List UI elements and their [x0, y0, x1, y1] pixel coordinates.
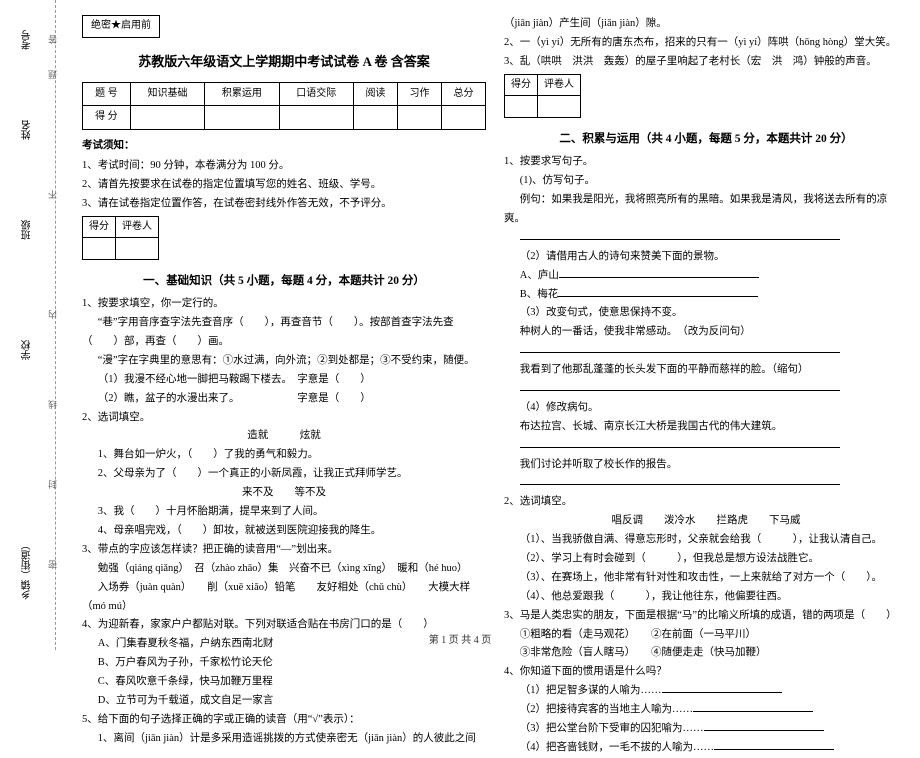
score-table: 题 号 知识基础 积累运用 口语交际 阅读 习作 总分 得 分	[82, 82, 486, 130]
grader-cell: 得分	[83, 216, 116, 238]
blank-line	[504, 380, 908, 399]
exam-title: 苏教版六年级语文上学期期中考试试卷 A 卷 含答案	[82, 50, 486, 74]
r2-2: （2）、学习上有时会碰到（ ），但我总是想方设法战胜它。	[504, 550, 908, 569]
r1-3a: 种树人的一番话，使我非常感动。 （改为反问句）	[504, 323, 908, 342]
score-header: 知识基础	[130, 82, 204, 106]
r1-4a: 布达拉宫、长城、南京长江大桥是我国古代的伟大建筑。	[504, 418, 908, 437]
q2-lead: 2、选词填空。	[82, 409, 486, 428]
blank-line	[504, 474, 908, 493]
q5-1: 1、离间（jiān jiàn）计是多采用造谣挑拨的方式使亲密无（jiān jià…	[82, 730, 486, 749]
section1-title: 一、基础知识（共 5 小题，每题 4 分，本题共计 20 分）	[82, 271, 486, 292]
q2-3: 3、我（ ）十月怀胎期满，提早来到了人间。	[82, 503, 486, 522]
cont3: 3、乱（哄哄 洪洪 轰轰）的屋子里响起了老村长（宏 洪 鸿）钟般的声音。	[504, 53, 908, 72]
r1-lead: 1、按要求写句子。	[504, 153, 908, 172]
r2-lead: 2、选词填空。	[504, 493, 908, 512]
r3-b: ③非常危险（盲人瞎马） ④随便走走（快马加鞭）	[504, 644, 908, 663]
binding-label-examid: 考号	[20, 30, 35, 50]
page-footer: 第 1 页 共 4 页	[0, 631, 920, 646]
notice-item: 2、请首先按要求在试卷的指定位置填写您的姓名、班级、学号。	[82, 176, 486, 195]
binding-label-class: 班级	[20, 220, 35, 240]
binding-margin: 考号 姓名 班级 学校 乡镇（街道） 答 题 不 内 线 封 密	[0, 0, 70, 650]
r4-1: （1）把足智多谋的人喻为……	[504, 682, 908, 701]
cont2: 2、一（yì yí）无所有的唐东杰布，招来的只有一（yì yí）阵哄（hōng …	[504, 34, 908, 53]
q4-c: C、春风吹意千条绿，快马加鞭万里程	[82, 673, 486, 692]
q1-a: “巷”字用音序查字法先查音序（ ），再查音节（ ）。按部首查字法先查（ ）部，再…	[82, 314, 486, 352]
r1-4b: 我们讨论并听取了校长作的报告。	[504, 456, 908, 475]
binding-tag: 线	[46, 400, 59, 409]
r1-3b: 我看到了他那乱蓬蓬的长头发下面的平静而慈祥的脸。（缩句）	[504, 361, 908, 380]
q5-lead: 5、给下面的句子选择正确的字或正确的读音（用“√”表示）：	[82, 711, 486, 730]
binding-tag: 内	[46, 310, 59, 319]
blank-line	[504, 437, 908, 456]
binding-dashed-line	[55, 0, 56, 650]
binding-tag: 不	[46, 190, 59, 199]
score-header: 积累运用	[205, 82, 279, 106]
binding-label-town: 乡镇（街道）	[20, 540, 35, 600]
q2-words2: 来不及 等不及	[82, 484, 486, 503]
q2-1: 1、舞台如一炉火，（ ）了我的勇气和毅力。	[82, 446, 486, 465]
r1-2a: A、庐山	[504, 267, 908, 286]
q4-b: B、万户春风为子孙，千家松竹论天伦	[82, 654, 486, 673]
score-header: 口语交际	[279, 82, 353, 106]
blank-line	[504, 229, 908, 248]
q3-a: 勉强（qiáng qiǎng） 召（zhào zhāo）集 兴奋不已（xìng …	[82, 560, 486, 579]
binding-label-school: 学校	[20, 340, 35, 360]
binding-tag: 封	[46, 480, 59, 489]
notice-item: 1、考试时间：90 分钟，本卷满分为 100 分。	[82, 157, 486, 176]
score-header: 题 号	[83, 82, 131, 106]
notice-title: 考试须知：	[82, 136, 486, 155]
r4-3: （3）把公堂台阶下受审的囚犯喻为……	[504, 720, 908, 739]
binding-label-name: 姓名	[20, 120, 35, 140]
r2-words: 唱反调 泼冷水 拦路虎 下马威	[504, 512, 908, 531]
content-area: 绝密★启用前 苏教版六年级语文上学期期中考试试卷 A 卷 含答案 题 号 知识基…	[70, 0, 920, 650]
grader-cell: 得分	[505, 74, 538, 96]
seal-box: 绝密★启用前	[82, 15, 160, 38]
q1-lead: 1、按要求填空，你一定行的。	[82, 295, 486, 314]
q2-2: 2、父母亲为了（ ）一个真正的小新凤霞，让我正式拜师学艺。	[82, 465, 486, 484]
q2-words: 造就 炫就	[82, 427, 486, 446]
r2-4: （4）、他总爱跟我（ ），我让他往东，他偏要往西。	[504, 588, 908, 607]
r4-lead: 4、你知道下面的惯用语是什么吗？	[504, 663, 908, 682]
grader-cell: 评卷人	[538, 74, 581, 96]
r2-3: （3）、在赛场上，他非常有针对性和攻击性，一上来就给了对方一个（ ）。	[504, 569, 908, 588]
r1-ex: 例句：如果我是阳光，我将照亮所有的黑暗。如果我是清风，我将送去所有的凉爽。	[504, 191, 908, 229]
q3-b: 入场券（juàn quàn） 削（xuē xiāo）铅笔 友好相处（chǔ ch…	[82, 579, 486, 617]
blank-line	[504, 342, 908, 361]
binding-tag: 答	[46, 35, 59, 44]
score-header: 习作	[397, 82, 441, 106]
left-column: 绝密★启用前 苏教版六年级语文上学期期中考试试卷 A 卷 含答案 题 号 知识基…	[82, 15, 486, 640]
q1-c: （1）我漫不经心地一脚把马鞍踢下楼去。 字意是（ ）	[82, 371, 486, 390]
score-header: 阅读	[353, 82, 397, 106]
q4-d: D、立节可为千载道，成文自足一家言	[82, 692, 486, 711]
r1-2b: B、梅花	[504, 286, 908, 305]
grader-table2: 得分 评卷人	[504, 74, 581, 118]
score-header: 总分	[441, 82, 485, 106]
section2-title: 二、积累与运用（共 4 小题，每题 5 分，本题共计 20 分）	[504, 129, 908, 150]
notice-item: 3、请在试卷指定位置作答，在试卷密封线外作答无效，不予评分。	[82, 195, 486, 214]
q1-b: “漫”字在字典里的意思有：①水过满，向外流；②到处都是；③不受约束，随便。	[82, 352, 486, 371]
binding-tag: 密	[46, 560, 59, 569]
right-column: （jiān jiàn）产生间（jiān jiàn）隙。 2、一（yì yí）无所…	[504, 15, 908, 640]
r1-1: (1)、仿写句子。	[504, 172, 908, 191]
q3-lead: 3、带点的字应该怎样读？把正确的读音用“—”划出来。	[82, 541, 486, 560]
q2-4: 4、母亲唱完戏，（ ）卸妆，就被送到医院迎接我的降生。	[82, 522, 486, 541]
r1-3: （3）改变句式，使意思保持不变。	[504, 304, 908, 323]
r4-4: （4）把吝啬钱财，一毛不拔的人喻为……	[504, 739, 908, 758]
grader-cell: 评卷人	[116, 216, 159, 238]
cont1: （jiān jiàn）产生间（jiān jiàn）隙。	[504, 15, 908, 34]
r3-lead: 3、马是人类忠实的朋友，下面是根据“马”的比喻义所填的成语，错的两项是（ ）	[504, 607, 908, 626]
r2-1: （1）、当我骄傲自满、得意忘形时，父亲就会给我（ ），让我认清自己。	[504, 531, 908, 550]
r1-4: （4）修改病句。	[504, 399, 908, 418]
grader-table: 得分 评卷人	[82, 216, 159, 260]
binding-tag: 题	[46, 70, 59, 79]
q1-d: （2）瞧，盆子的水漫出来了。 字意是（ ）	[82, 390, 486, 409]
score-row-label: 得 分	[83, 106, 131, 130]
r4-2: （2）把接待宾客的当地主人喻为……	[504, 701, 908, 720]
r1-2: （2）请借用古人的诗句来赞美下面的景物。	[504, 248, 908, 267]
